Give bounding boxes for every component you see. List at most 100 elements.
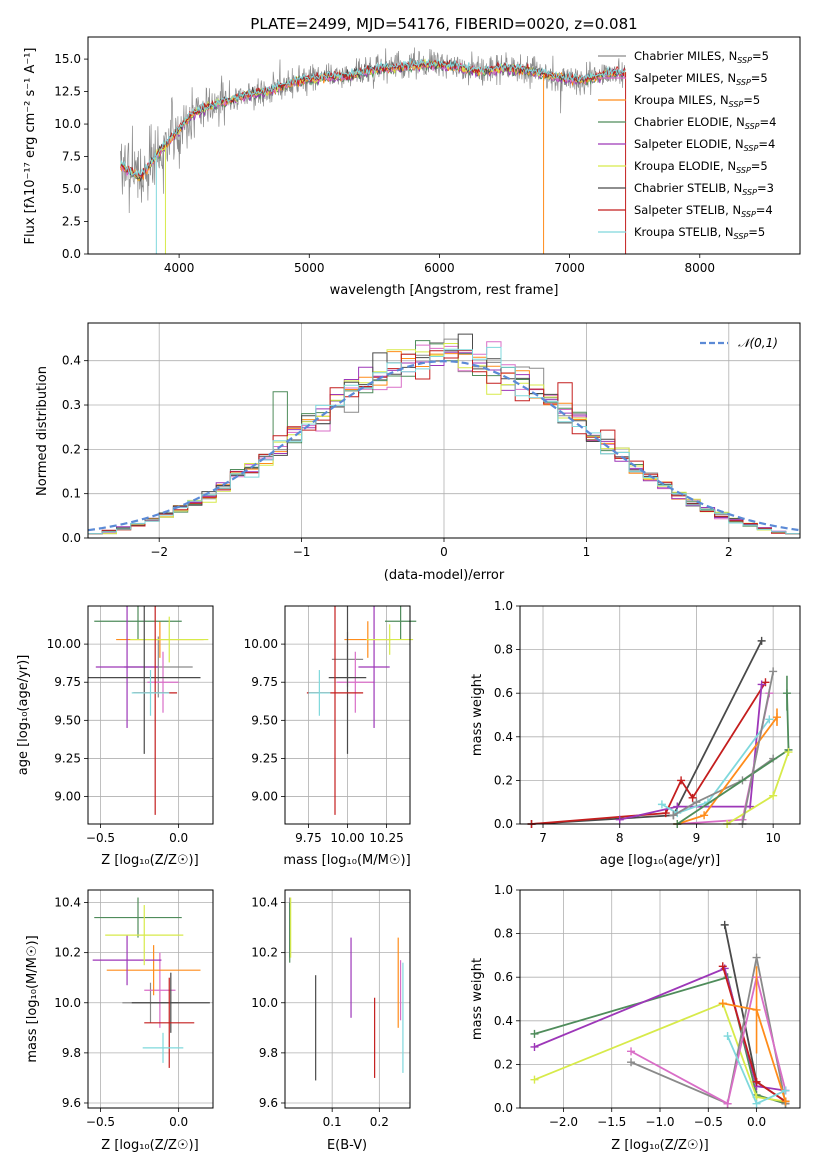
y-tick-label: 2.5 xyxy=(62,215,81,229)
legend-label-9: Kroupa STELIB, NSSP=5 xyxy=(634,225,765,241)
y-tick-label: 10.2 xyxy=(54,946,81,960)
x-tick-label: 8 xyxy=(616,831,624,845)
weight-point-marker xyxy=(627,1047,636,1056)
weight-point-marker xyxy=(657,800,666,809)
weight-point-marker xyxy=(781,1097,790,1106)
y-tick-label: 0.0 xyxy=(494,817,513,831)
y-tick-label: 5.0 xyxy=(62,182,81,196)
x-tick-label: 1 xyxy=(583,545,591,559)
weight-point-marker xyxy=(718,999,727,1008)
x-tick-label: 2 xyxy=(725,545,733,559)
y-tick-label: 0.0 xyxy=(62,247,81,261)
normal-legend-label: 𝒩(0,1) xyxy=(738,336,778,350)
legend-label-1: Chabrier MILES, NSSP=5 xyxy=(634,49,769,65)
weight-point-marker xyxy=(720,920,729,929)
x-tick-label: −1 xyxy=(293,545,311,559)
age-vs-mass-panel: 9.75 10.00 10.25 9.00 9.25 9.50 9.75 10.00 mass… xyxy=(244,605,417,868)
y-tick-label: 10.0 xyxy=(54,117,81,131)
weight-vs-Z-x-label: Z [log₁₀(Z/Z☉)] xyxy=(611,1138,708,1153)
x-tick-label: 7000 xyxy=(554,261,585,275)
y-tick-label: 9.8 xyxy=(62,1046,81,1060)
y-tick-label: 10.0 xyxy=(251,996,278,1010)
x-tick-label: 0.1 xyxy=(323,1115,342,1129)
y-tick-label: 9.6 xyxy=(259,1096,278,1110)
model-spectrum-line xyxy=(120,59,626,179)
y-tick-label: 0.4 xyxy=(62,354,81,368)
weight-point-marker xyxy=(765,715,774,724)
weight-point-marker xyxy=(677,776,686,785)
residuals-panel: −2 −1 0 1 2 0.0 0.1 0.2 0.3 0.4 (data-model)/erro… xyxy=(35,322,801,583)
y-tick-label: 0.3 xyxy=(62,398,81,412)
y-tick-label: 10.2 xyxy=(251,946,278,960)
residuals-x-label: (data-model)/error xyxy=(384,568,505,583)
residual-hist-6 xyxy=(88,343,800,535)
mass-vs-ebv-panel: 0.1 0.2 9.6 9.8 10.0 10.2 10.4 E(B-V) xyxy=(251,889,411,1153)
y-tick-label: 12.5 xyxy=(54,85,81,99)
y-tick-label: 9.75 xyxy=(54,675,81,689)
age-vs-Z-y-label: age [log₁₀(age/yr)] xyxy=(16,655,31,776)
spectrum-legend: Chabrier MILES, NSSP=5 Salpeter MILES, NS… xyxy=(598,49,776,241)
weight-point-marker xyxy=(769,667,778,676)
weight-series-4 xyxy=(661,718,771,815)
weight-vs-age-y-label: mass weight xyxy=(470,674,485,756)
age-vs-Z-panel: −0.5 0.0 9.00 9.25 9.50 9.75 10.00 Z [log₁₀(Z/… xyxy=(16,605,214,868)
weight-point-marker xyxy=(781,1086,790,1095)
weight-point-marker xyxy=(784,748,793,757)
x-tick-label: −1.0 xyxy=(645,1115,674,1129)
y-tick-label: 9.50 xyxy=(251,713,278,727)
weight-point-marker xyxy=(769,791,778,800)
legend-label-6: Kroupa ELODIE, NSSP=5 xyxy=(634,159,768,175)
x-tick-label: 0.0 xyxy=(747,1115,766,1129)
x-tick-label: 9.75 xyxy=(295,831,322,845)
weight-vs-age-x-label: age [log₁₀(age/yr)] xyxy=(600,853,721,868)
x-tick-label: 10.25 xyxy=(369,831,403,845)
y-tick-label: 1.0 xyxy=(494,883,513,897)
y-tick-label: 9.25 xyxy=(251,751,278,765)
age-vs-Z-x-label: Z [log₁₀(Z/Z☉)] xyxy=(101,853,198,868)
model-spectrum-line xyxy=(120,57,626,177)
y-tick-label: 15.0 xyxy=(54,52,81,66)
residuals-legend: 𝒩(0,1) xyxy=(700,336,778,350)
y-tick-label: 0.0 xyxy=(494,1101,513,1115)
y-tick-label: 0.2 xyxy=(494,1057,513,1071)
y-tick-label: 10.0 xyxy=(54,996,81,1010)
spectrum-y-label: Flux [fλ10⁻¹⁷ erg cm⁻² s⁻¹ A⁻¹] xyxy=(23,48,38,245)
mass-vs-Z-y-label: mass [log₁₀(M/M☉)] xyxy=(25,935,40,1062)
weight-point-marker xyxy=(530,1075,539,1084)
spectrum-panel: 4000 5000 6000 7000 8000 0.0 2.5 5.0 7.5 10.0 12.5… xyxy=(23,36,801,298)
y-tick-label: 9.8 xyxy=(259,1046,278,1060)
x-tick-label: 9 xyxy=(693,831,701,845)
x-tick-label: −1.5 xyxy=(597,1115,626,1129)
weight-point-marker xyxy=(669,811,678,820)
legend-label-3: Kroupa MILES, NSSP=5 xyxy=(634,93,760,109)
residuals-y-label: Normed distribution xyxy=(35,366,50,496)
x-tick-label: 6000 xyxy=(424,261,455,275)
weight-vs-age-panel: 7 8 9 10 0.0 0.2 0.4 0.6 0.8 1.0 age [log₁₀(age/y… xyxy=(470,599,801,868)
mass-vs-ebv-x-label: E(B-V) xyxy=(327,1138,367,1153)
legend-label-7: Chabrier STELIB, NSSP=3 xyxy=(634,181,774,197)
y-tick-label: 9.25 xyxy=(54,751,81,765)
weight-point-marker xyxy=(752,953,761,962)
weight-vs-Z-y-label: mass weight xyxy=(470,958,485,1040)
y-tick-label: 0.6 xyxy=(494,970,513,984)
y-tick-label: 10.00 xyxy=(244,637,278,651)
weight-point-marker xyxy=(757,680,766,689)
x-tick-label: −0.5 xyxy=(694,1115,723,1129)
y-tick-label: 0.1 xyxy=(62,487,81,501)
figure-title: PLATE=2499, MJD=54176, FIBERID=0020, z=0… xyxy=(250,15,637,33)
weight-point-marker xyxy=(757,636,766,645)
weight-point-marker xyxy=(530,1029,539,1038)
x-tick-label: 7 xyxy=(539,831,547,845)
x-tick-label: 0 xyxy=(440,545,448,559)
legend-label-5: Salpeter ELODIE, NSSP=4 xyxy=(634,137,775,153)
weight-point-marker xyxy=(692,798,701,807)
weight-series-1 xyxy=(531,640,763,825)
spectrum-x-label: wavelength [Angstrom, rest frame] xyxy=(330,283,559,298)
y-tick-label: 9.75 xyxy=(251,675,278,689)
y-tick-label: 0.8 xyxy=(494,927,513,941)
weight-point-marker xyxy=(718,962,727,971)
legend-label-4: Chabrier ELODIE, NSSP=4 xyxy=(634,115,776,131)
y-tick-label: 0.8 xyxy=(494,643,513,657)
x-tick-label: 10 xyxy=(766,831,781,845)
y-tick-label: 9.00 xyxy=(251,790,278,804)
